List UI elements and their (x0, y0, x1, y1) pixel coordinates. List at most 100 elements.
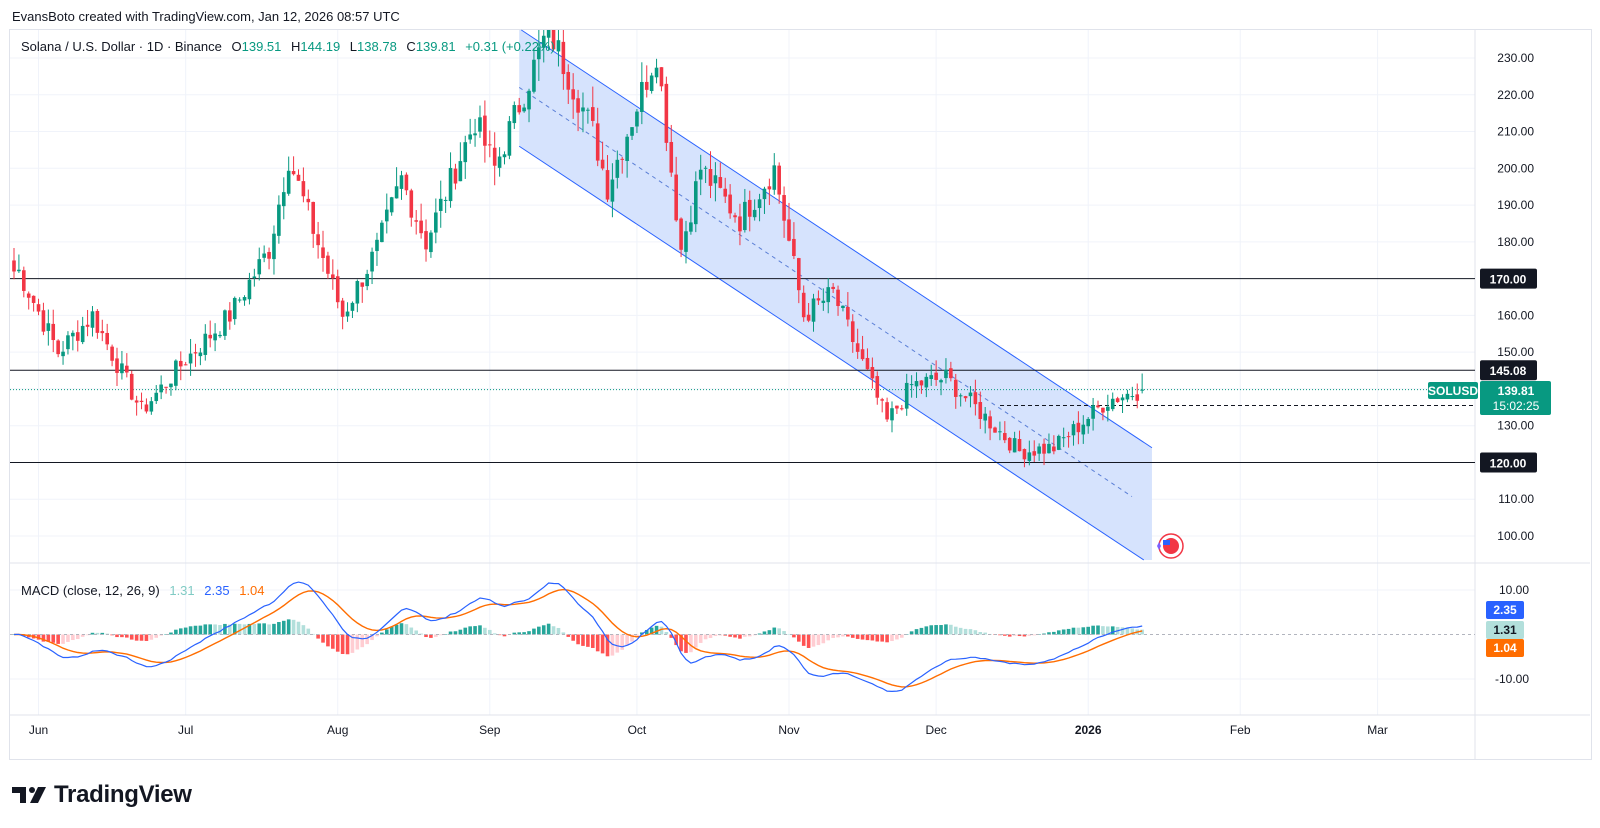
candle (198, 347, 203, 366)
macd-hist-bar (218, 625, 222, 635)
candle-body (527, 90, 531, 110)
macd-hist-bar (247, 623, 252, 635)
macd-hist-bar (551, 626, 556, 635)
candle-body (262, 253, 266, 258)
candle (1120, 394, 1125, 413)
macd-legend[interactable]: MACD (close, 12, 26, 9) 1.31 2.35 1.04 (21, 583, 265, 598)
macd-hist-bar (669, 634, 674, 638)
candle (365, 269, 369, 291)
candle-body (443, 199, 448, 201)
candle-body (399, 175, 404, 189)
candle (679, 217, 683, 258)
candle (1066, 431, 1071, 448)
candle-body (370, 251, 374, 272)
macd-hist-bar (684, 634, 688, 653)
candle-body (66, 335, 70, 350)
macd-hist-bar (738, 634, 742, 639)
candle (409, 188, 414, 227)
candle-body (1071, 424, 1076, 436)
macd-hist-bar (316, 634, 320, 639)
symbol-legend[interactable]: Solana / U.S. Dollar · 1D · Binance O139… (21, 39, 555, 54)
candle-body (723, 188, 728, 197)
macd-hist-bar (193, 625, 198, 635)
candle-body (939, 380, 943, 383)
candle (232, 296, 237, 325)
macd-hist-bar (1076, 627, 1081, 635)
candle (331, 259, 335, 290)
candle (890, 401, 894, 433)
candle (615, 150, 620, 189)
macd-hist-bar (434, 634, 438, 637)
candle (689, 205, 693, 235)
candle-body (1081, 424, 1086, 435)
candle-body (644, 81, 649, 90)
candle (247, 272, 252, 305)
macd-hist-bar (100, 632, 105, 635)
candle (713, 162, 718, 202)
candle-body (169, 383, 173, 388)
macd-tag-text: 1.31 (1493, 623, 1517, 637)
macd-hist-bar (345, 634, 350, 655)
candle-body (208, 334, 212, 339)
candle (708, 151, 713, 199)
candle-body (880, 399, 884, 401)
candle (384, 193, 389, 234)
candle (909, 375, 914, 398)
y-tick-label: 200.00 (1497, 161, 1534, 175)
candle-body (483, 115, 487, 146)
candle (134, 395, 139, 416)
level-tag-bg (1480, 268, 1537, 289)
candle (939, 378, 943, 396)
candle-body (806, 314, 811, 321)
macd-hist-bar (85, 634, 90, 636)
macd-hist-bar (718, 634, 723, 636)
candle (487, 130, 492, 158)
candle (110, 344, 114, 367)
candle-body (689, 222, 693, 232)
candle-body (556, 40, 561, 52)
symbol-tag-bg (1428, 382, 1478, 399)
macd-hist-bar (855, 634, 860, 639)
candle (934, 360, 938, 386)
candle-body (487, 144, 492, 146)
macd-hist-bar (154, 634, 159, 638)
candle-body (924, 376, 929, 388)
candle-body (963, 396, 968, 399)
macd-hist-bar (1086, 626, 1090, 635)
candle-body (188, 353, 193, 364)
candle-body (792, 238, 796, 257)
sparkle-icon (1157, 542, 1161, 550)
x-tick-label: Aug (327, 723, 348, 737)
candle-body (934, 372, 938, 380)
macd-hist-bar (537, 626, 541, 635)
macd-hist-bar (1081, 627, 1086, 635)
candle (105, 323, 109, 351)
candle-body (654, 67, 659, 78)
candle-body (193, 352, 198, 354)
candle (61, 341, 65, 365)
candle (698, 154, 703, 196)
tradingview-logo[interactable]: TradingView (12, 781, 192, 809)
macd-hist-bar (566, 634, 571, 637)
candle-body (1110, 398, 1115, 410)
macd-hist-bar (208, 624, 212, 635)
macd-hist-bar (139, 634, 144, 641)
candle (291, 156, 296, 176)
candle (630, 127, 634, 141)
candle (174, 359, 178, 391)
candle (1042, 438, 1046, 466)
macd-tag-text: 1.04 (1493, 641, 1517, 655)
candle (120, 350, 124, 380)
candle (806, 302, 811, 323)
candle (816, 290, 821, 305)
macd-hist-bar (340, 634, 345, 654)
macd-hist-bar (149, 634, 154, 640)
candle (610, 163, 615, 218)
candle (988, 410, 992, 441)
candle-body (223, 310, 227, 336)
candle-body (590, 107, 595, 121)
candle (335, 269, 340, 309)
change-value: +0.31 (+0.22%) (465, 39, 555, 54)
